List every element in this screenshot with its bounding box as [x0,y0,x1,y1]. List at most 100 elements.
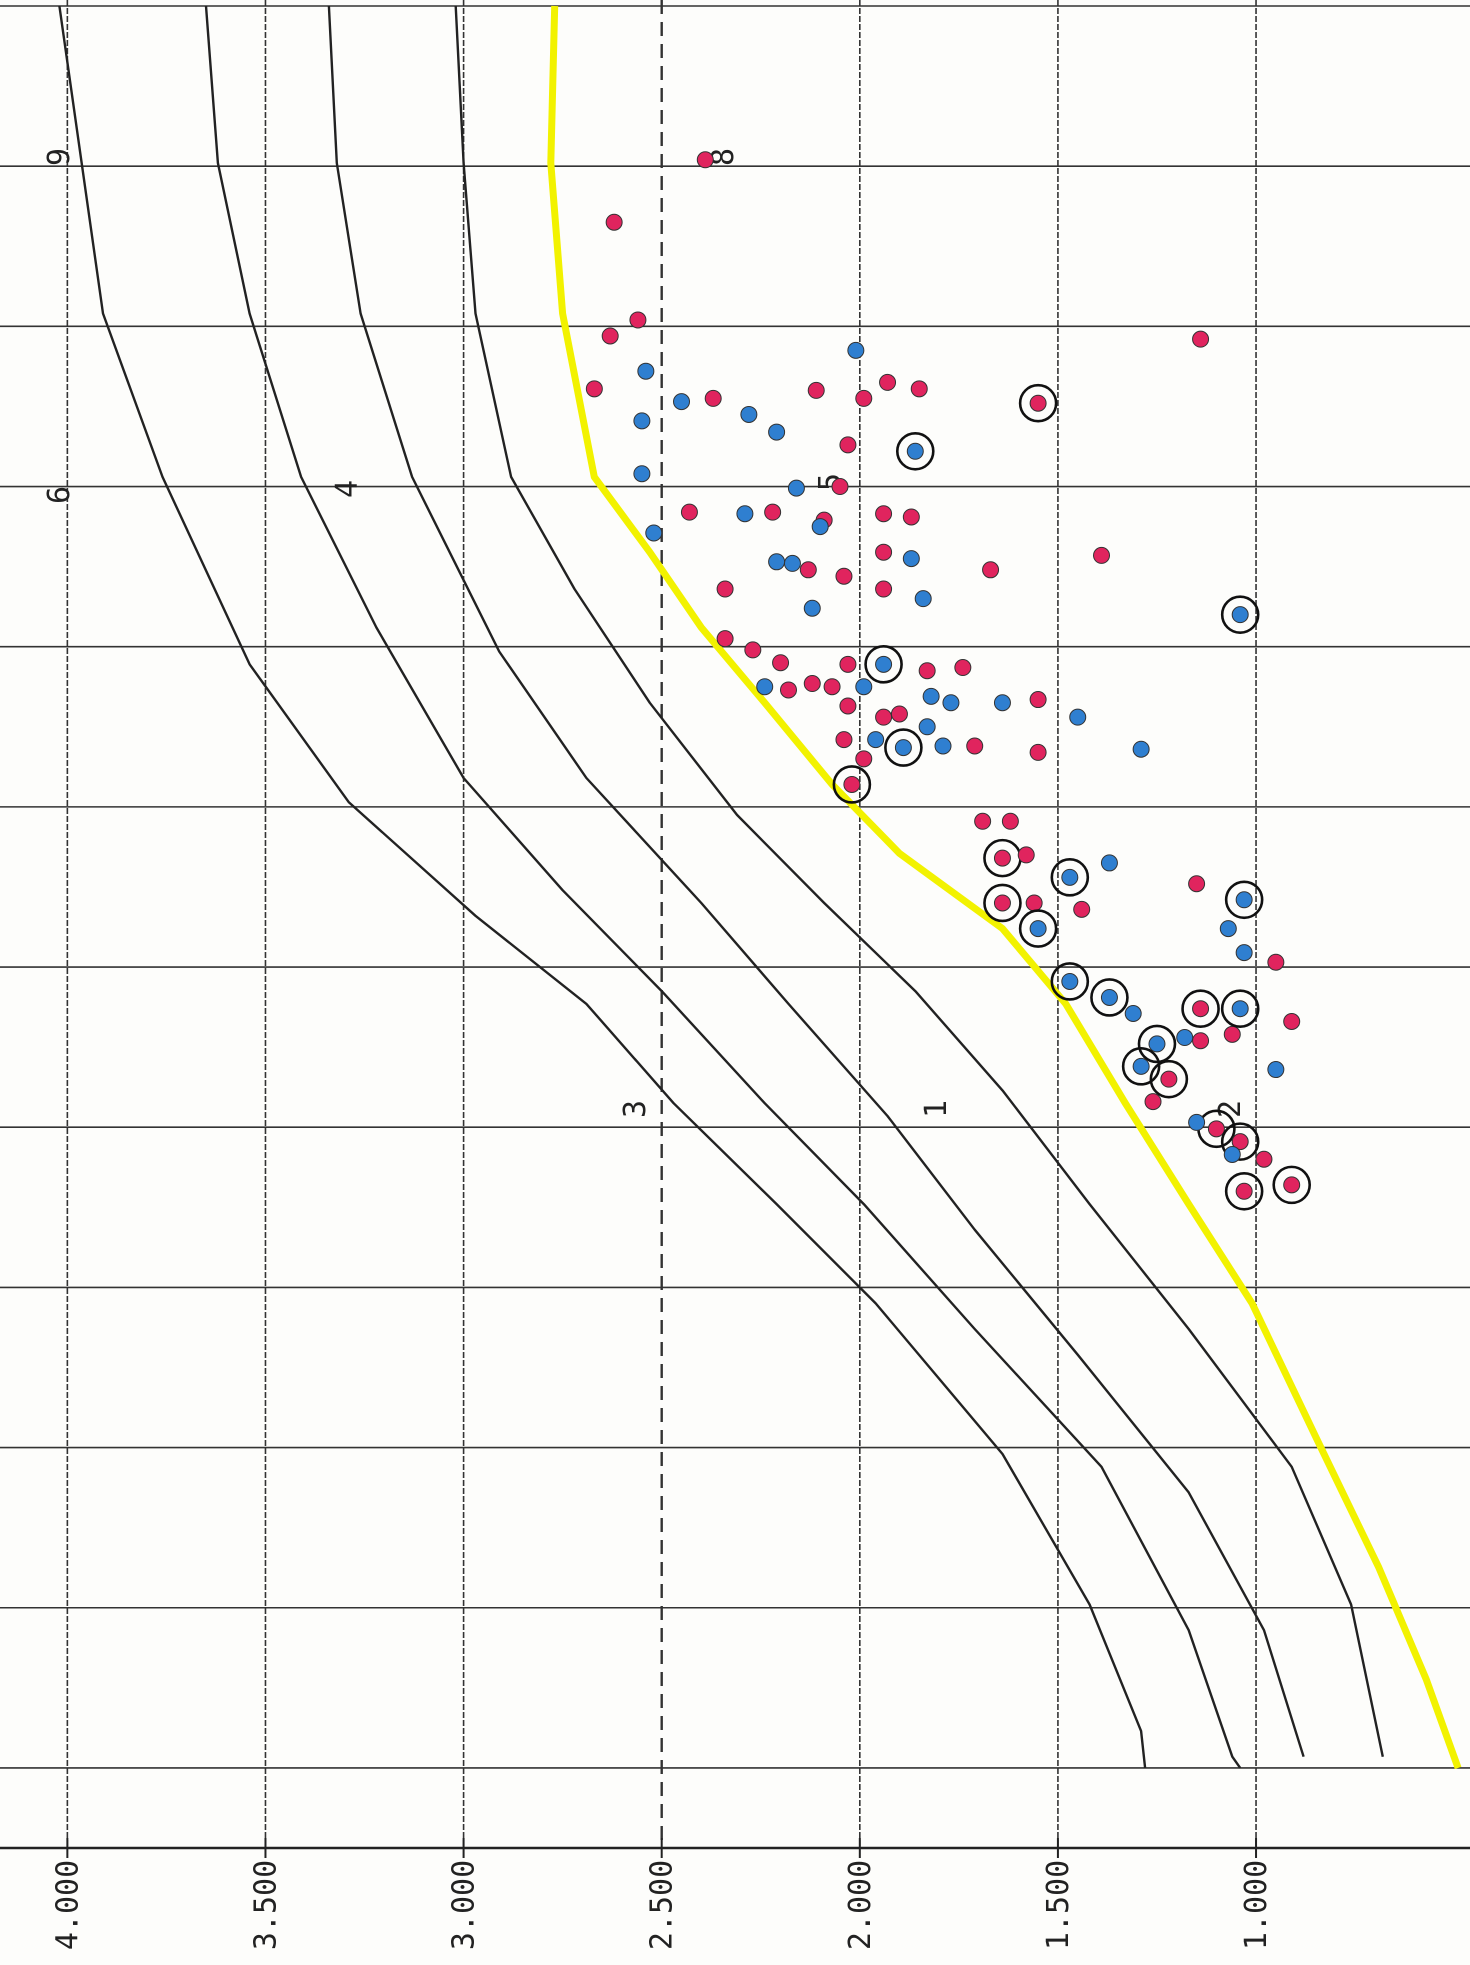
point [848,342,864,358]
point [840,656,856,672]
point [935,738,951,754]
point [788,480,804,496]
point [844,776,860,792]
point [784,555,800,571]
point [832,479,848,495]
point [1193,331,1209,347]
point [1149,1036,1165,1052]
point [1094,547,1110,563]
point [606,214,622,230]
point [1177,1030,1193,1046]
point [994,850,1010,866]
point [773,655,789,671]
point [646,525,662,541]
point [1284,1177,1300,1193]
page: 4.0003.5003.0002.5002.0001.5001.00096431… [0,0,1470,1965]
point [876,709,892,725]
point [757,679,773,695]
point [765,504,781,520]
annotation: 9 [42,148,77,166]
point [1145,1094,1161,1110]
point [1030,395,1046,411]
point [1256,1151,1272,1167]
point [1189,876,1205,892]
y-tick-label: 2.500 [645,1860,680,1950]
point [1208,1121,1224,1137]
point [994,895,1010,911]
point [1236,892,1252,908]
point [919,719,935,735]
point [975,813,991,829]
point [907,443,923,459]
point [876,656,892,672]
point [630,312,646,328]
point [1268,954,1284,970]
point [1193,1033,1209,1049]
point [1070,709,1086,725]
chart: 4.0003.5003.0002.5002.0001.5001.00096431… [0,0,1470,1965]
point [1220,921,1236,937]
point [1284,1014,1300,1030]
point [919,663,935,679]
point [856,679,872,695]
point [800,562,816,578]
y-tick-label: 3.000 [447,1860,482,1950]
point [840,698,856,714]
point [880,374,896,390]
point [1232,607,1248,623]
point [808,382,824,398]
point [1161,1071,1177,1087]
annotation: 2 [1213,1100,1248,1118]
point [1133,741,1149,757]
point [911,381,927,397]
annotation: 1 [919,1100,954,1118]
y-tick-label: 4.000 [50,1860,85,1950]
point [812,519,828,535]
point [717,581,733,597]
point [1030,744,1046,760]
point [1101,855,1117,871]
point [737,506,753,522]
point [769,424,785,440]
point [1101,989,1117,1005]
point [634,413,650,429]
point [836,568,852,584]
annotation: 3 [618,1100,653,1118]
point [705,390,721,406]
point [741,406,757,422]
point [1236,945,1252,961]
point [769,554,785,570]
point [840,437,856,453]
point [1232,1001,1248,1017]
y-tick-label: 3.500 [248,1860,283,1950]
point [1125,1005,1141,1021]
point [674,394,690,410]
point [697,152,713,168]
point [638,363,654,379]
point [943,695,959,711]
point [602,328,618,344]
annotation: 4 [330,480,365,498]
point [983,562,999,578]
point [780,682,796,698]
point [804,676,820,692]
point [824,679,840,695]
point [1074,901,1090,917]
point [903,509,919,525]
point [1062,869,1078,885]
point [836,732,852,748]
paper [0,0,1470,1965]
point [804,600,820,616]
point [876,506,892,522]
point [1026,895,1042,911]
point [717,631,733,647]
point [856,751,872,767]
y-tick-label: 1.000 [1239,1860,1274,1950]
y-tick-label: 1.500 [1041,1860,1076,1950]
point [1189,1114,1205,1130]
point [1002,813,1018,829]
point [1236,1183,1252,1199]
point [1062,973,1078,989]
point [876,544,892,560]
point [876,581,892,597]
